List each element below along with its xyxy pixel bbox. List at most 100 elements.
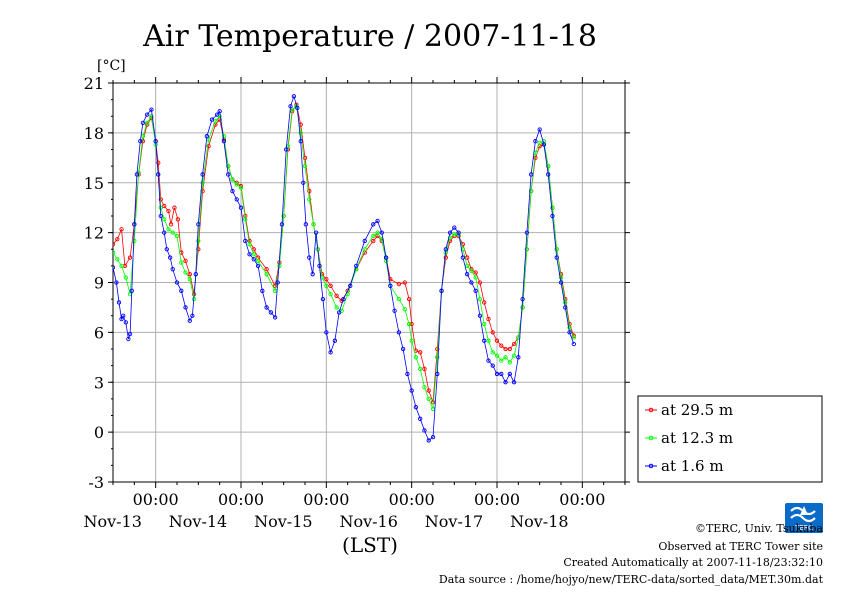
series-group (113, 94, 576, 443)
terc-logo: TERC (785, 503, 823, 533)
legend-label-2: at 1.6 m (661, 457, 724, 475)
data-point-2-114 (563, 305, 568, 310)
x-tick-date-4: Nov-17 (425, 512, 483, 531)
data-point-2-112 (554, 255, 559, 260)
data-point-1-73 (452, 232, 457, 237)
data-point-2-32 (214, 112, 220, 117)
data-point-0-56 (371, 238, 376, 244)
data-point-0-51 (334, 293, 339, 298)
data-point-1-48 (324, 283, 329, 288)
data-point-2-16 (156, 172, 161, 177)
x-axis: 00:00 Nov-13 00:00 Nov-14 00:00 Nov-15 00:00 No… (83, 77, 626, 531)
data-point-2-97 (490, 363, 495, 368)
data-point-1-65 (418, 366, 423, 372)
data-point-2-111 (550, 213, 555, 219)
data-point-1-44 (307, 197, 312, 202)
data-point-2-115 (567, 330, 572, 335)
data-point-2-65 (341, 296, 346, 302)
data-point-2-56 (307, 255, 312, 260)
data-point-2-51 (291, 94, 297, 99)
data-point-1-98 (558, 275, 564, 280)
data-point-2-107 (533, 139, 538, 144)
data-point-1-89 (520, 305, 525, 310)
data-point-0-86 (503, 346, 508, 352)
data-point-2-68 (362, 238, 367, 244)
data-point-1-57 (379, 237, 384, 242)
data-point-1-30 (238, 185, 244, 190)
data-point-2-55 (303, 222, 309, 227)
data-point-1-87 (511, 353, 517, 358)
data-point-2-30 (204, 134, 210, 139)
data-point-1-67 (426, 396, 431, 402)
data-point-2-14 (149, 107, 154, 112)
data-point-1-15 (170, 230, 175, 235)
x-tick-time-2: 00:00 (303, 490, 349, 509)
data-point-1-96 (550, 205, 555, 210)
data-point-0-24 (206, 144, 211, 149)
data-point-1-76 (464, 263, 470, 269)
data-point-0-68 (426, 388, 431, 393)
x-tick-date-0: Nov-13 (83, 512, 141, 531)
data-point-1-55 (371, 233, 376, 239)
data-point-2-106 (528, 172, 534, 177)
data-point-1-22 (200, 180, 205, 185)
legend-item-0: at 29.5 m (645, 401, 733, 419)
data-point-1-29 (234, 182, 239, 187)
legend-swatch-marker (648, 435, 654, 441)
data-point-2-2 (116, 300, 122, 305)
data-point-2-0 (113, 265, 116, 270)
data-point-2-27 (193, 272, 198, 277)
data-point-2-76 (400, 346, 406, 352)
data-point-1-91 (528, 188, 534, 194)
data-point-1-45 (311, 222, 316, 227)
y-unit-label: [°C] (97, 58, 126, 74)
data-point-1-99 (563, 300, 568, 305)
data-point-1-78 (473, 275, 478, 280)
series-line-2 (113, 94, 575, 442)
data-point-2-72 (383, 255, 389, 260)
x-tick-time-4: 00:00 (474, 490, 520, 509)
data-point-2-53 (298, 139, 303, 144)
data-point-1-66 (422, 385, 427, 390)
data-point-2-88 (452, 225, 457, 230)
data-point-2-46 (272, 315, 278, 320)
data-point-1-32 (247, 242, 252, 247)
data-point-2-40 (247, 252, 252, 257)
data-point-2-83 (430, 434, 436, 440)
data-point-2-41 (251, 257, 256, 262)
data-point-1-62 (406, 321, 412, 327)
data-point-0-69 (430, 400, 436, 405)
data-point-2-64 (336, 310, 342, 315)
data-point-1-50 (334, 305, 339, 310)
data-point-1-31 (243, 217, 248, 222)
data-point-1-54 (362, 247, 367, 252)
data-point-1-26 (221, 134, 227, 139)
series-line-1 (113, 105, 575, 410)
data-point-1-13 (162, 217, 167, 222)
data-point-2-18 (162, 230, 167, 235)
data-point-2-105 (524, 230, 530, 235)
data-point-0-36 (264, 267, 269, 272)
legend-label-1: at 12.3 m (661, 429, 733, 447)
data-point-0-80 (477, 280, 483, 285)
data-point-0-49 (324, 277, 329, 282)
data-point-1-5 (132, 238, 137, 244)
series-2 (113, 94, 576, 443)
data-point-2-24 (183, 305, 188, 310)
data-point-2-96 (486, 358, 491, 363)
y-axis: -3 0 3 6 9 12 15 18 21 (84, 74, 630, 492)
data-point-2-104 (520, 296, 525, 302)
data-point-2-74 (392, 308, 397, 313)
data-point-0-88 (511, 341, 517, 347)
data-point-0-2 (119, 227, 124, 232)
y-tick-label-5: 12 (84, 224, 104, 243)
data-point-2-1 (114, 280, 119, 285)
data-point-2-34 (221, 139, 227, 144)
data-point-2-58 (313, 230, 319, 235)
data-point-1-19 (187, 277, 192, 282)
data-point-1-100 (567, 325, 572, 330)
data-point-1-72 (447, 235, 453, 240)
data-point-2-78 (409, 388, 414, 393)
data-point-2-95 (482, 338, 487, 343)
